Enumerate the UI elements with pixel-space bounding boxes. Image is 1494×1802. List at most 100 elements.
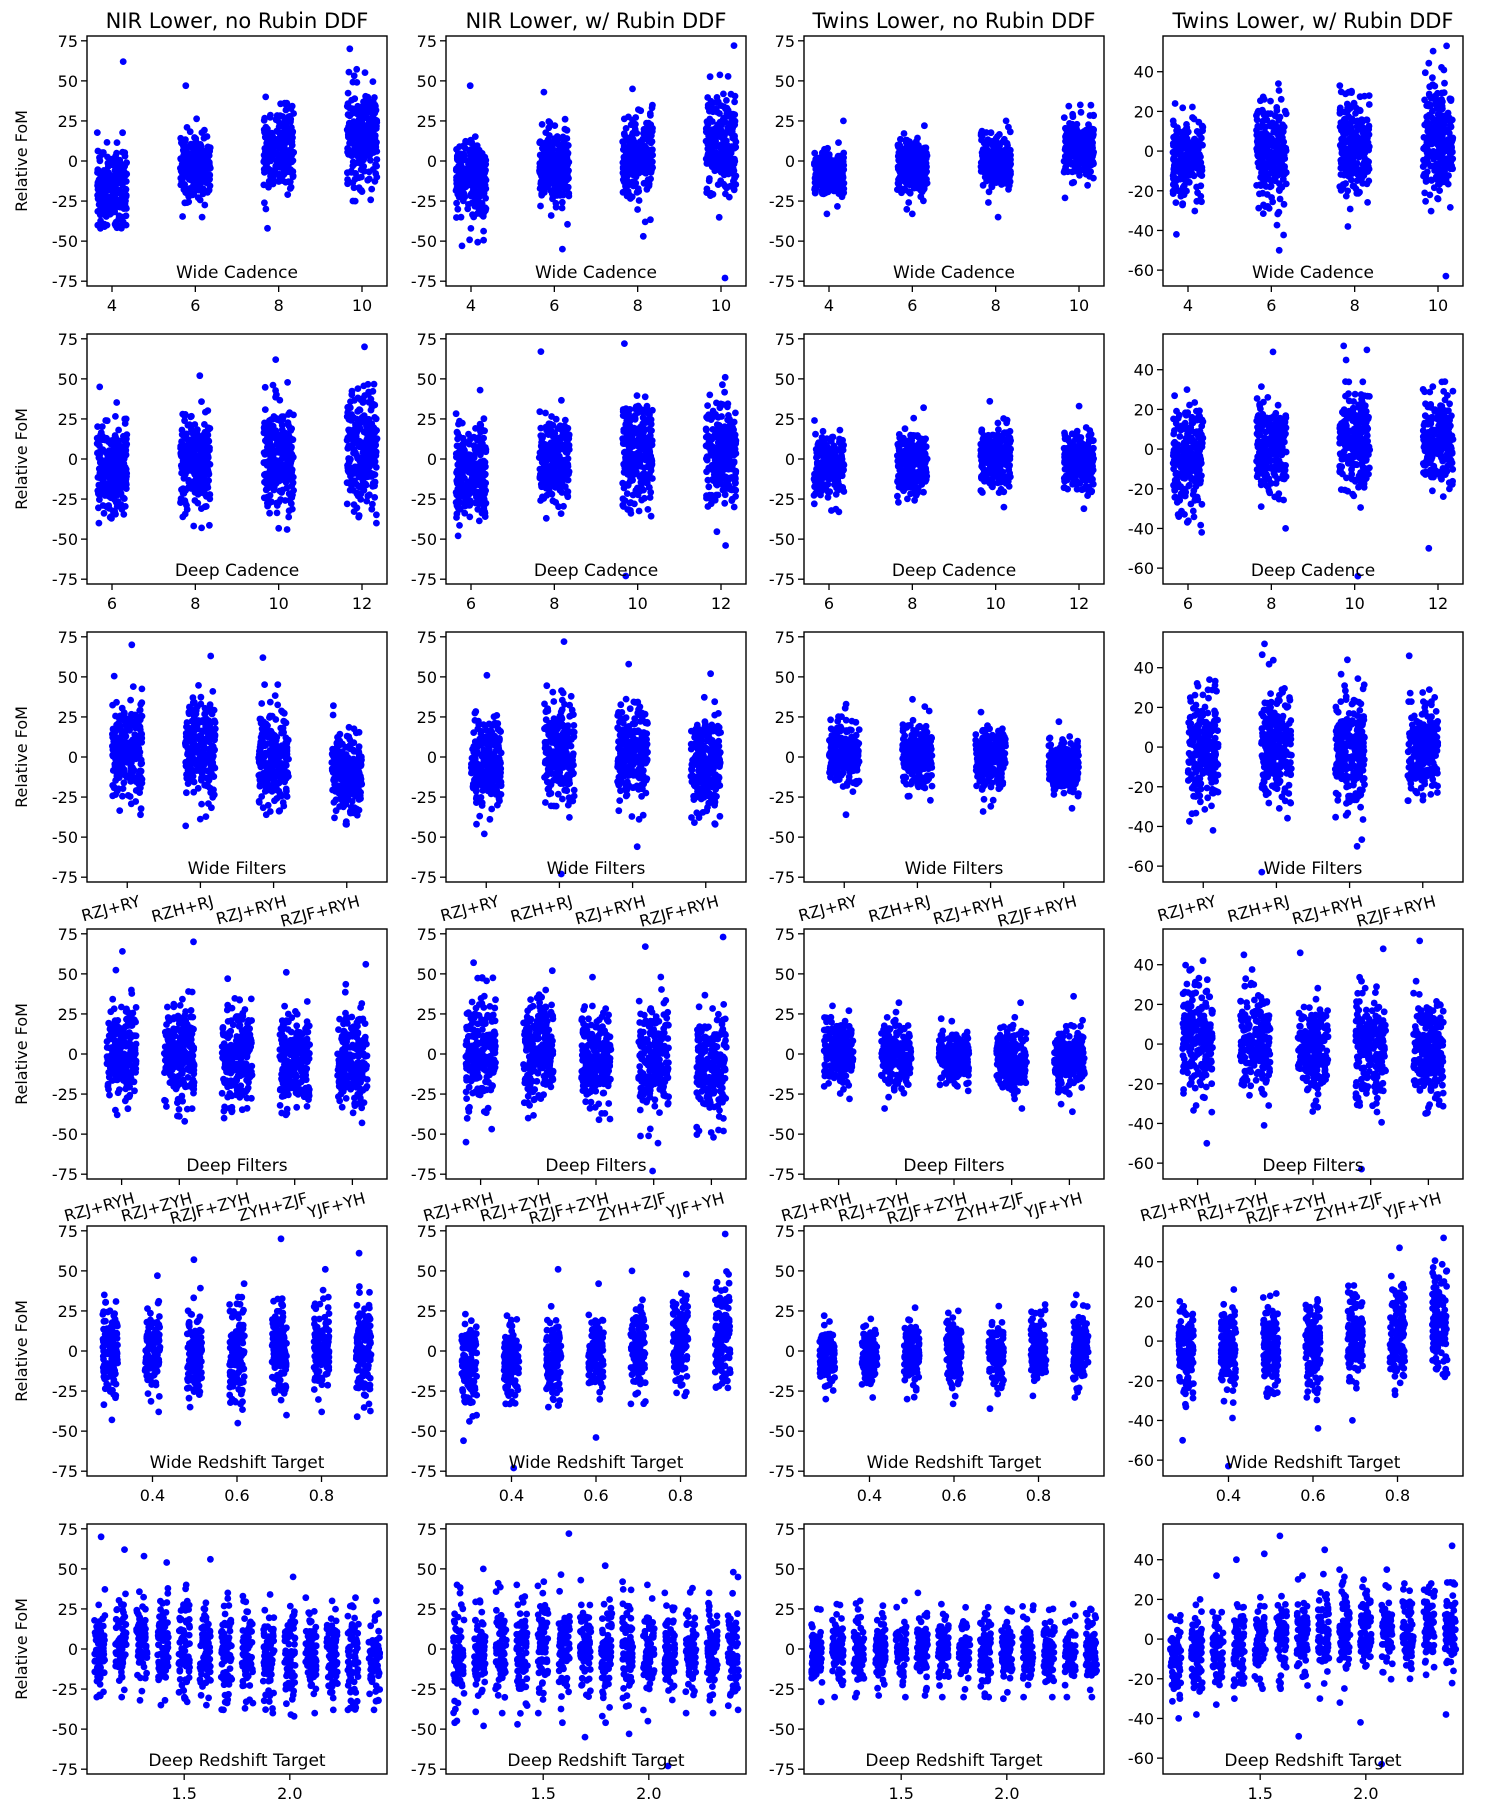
data-point [370, 480, 377, 487]
data-point [1260, 177, 1267, 184]
data-point [639, 148, 646, 155]
data-point [95, 179, 102, 186]
data-point [1432, 100, 1439, 107]
y-tick-label: 75 [58, 32, 78, 51]
data-point [362, 69, 369, 76]
scatter-points [1170, 43, 1457, 280]
data-point [904, 171, 911, 178]
y-tick-label: -75 [52, 272, 78, 291]
data-point [456, 191, 463, 198]
data-point [1361, 150, 1368, 157]
y-tick-label: 25 [417, 112, 437, 131]
data-point [205, 174, 212, 181]
data-point [1173, 199, 1180, 206]
data-point [287, 146, 294, 153]
data-point [1438, 64, 1445, 71]
data-point [649, 146, 656, 153]
data-point [261, 117, 268, 124]
data-point [198, 525, 205, 532]
data-point [564, 135, 571, 142]
data-point [285, 113, 292, 120]
data-point [107, 514, 114, 521]
data-point [111, 204, 118, 211]
data-point [277, 496, 284, 503]
data-point [541, 185, 548, 192]
data-point [123, 441, 130, 448]
data-point [475, 180, 482, 187]
data-point [272, 136, 279, 143]
y-tick-label: 0 [68, 152, 78, 171]
data-point [557, 149, 564, 156]
data-point [1175, 129, 1182, 136]
data-point [477, 174, 484, 181]
data-point [1090, 112, 1097, 119]
y-tick-label: -25 [52, 490, 78, 509]
data-point [998, 181, 1005, 188]
data-point [99, 436, 106, 443]
data-point [356, 463, 363, 470]
data-point [282, 127, 289, 134]
data-point [205, 484, 212, 491]
data-point [369, 144, 376, 151]
data-point [269, 154, 276, 161]
data-point [455, 174, 462, 181]
data-point [647, 176, 654, 183]
data-point [354, 408, 361, 415]
y-tick-label: 50 [775, 72, 795, 91]
data-point [917, 193, 924, 200]
data-point [373, 520, 380, 527]
data-point [201, 202, 208, 209]
data-point [194, 457, 201, 464]
data-point [1283, 110, 1290, 117]
data-point [279, 426, 286, 433]
data-point [1181, 188, 1188, 195]
data-point [1268, 178, 1275, 185]
data-point [986, 160, 993, 167]
data-point [1361, 159, 1368, 166]
data-point [1282, 147, 1289, 154]
data-point [633, 174, 640, 181]
x-tick-label: 8 [190, 594, 200, 613]
y-tick-label: 25 [58, 410, 78, 429]
y-tick-label: -25 [52, 192, 78, 211]
data-point [549, 176, 556, 183]
data-point [94, 129, 101, 136]
data-point [275, 178, 282, 185]
data-point [1447, 95, 1454, 102]
data-point [181, 468, 188, 475]
data-point [353, 66, 360, 73]
panel-label: Wide Cadence [535, 263, 657, 283]
x-tick-label: 10 [711, 296, 731, 315]
data-point [262, 406, 269, 413]
data-point [348, 97, 355, 104]
data-point [1282, 168, 1289, 175]
data-point [120, 58, 127, 65]
data-point [897, 168, 904, 175]
data-point [565, 190, 572, 197]
data-point [268, 416, 275, 423]
data-point [1356, 189, 1363, 196]
data-point [1082, 162, 1089, 169]
x-tick-label: 4 [466, 296, 476, 315]
data-point [190, 430, 197, 437]
data-point [1003, 118, 1010, 125]
data-point [647, 168, 654, 175]
data-point [1350, 102, 1357, 109]
x-tick-label: 6 [107, 594, 117, 613]
data-point [263, 206, 270, 213]
y-tick-label: -75 [411, 272, 437, 291]
data-point [469, 152, 476, 159]
data-point [460, 151, 467, 158]
data-point [630, 150, 637, 157]
axes-frame [87, 36, 387, 286]
data-point [187, 128, 194, 135]
data-point [1341, 131, 1348, 138]
x-tick-label: 4 [1183, 296, 1193, 315]
data-point [264, 500, 271, 507]
y-tick-label: 25 [775, 112, 795, 131]
y-tick-label: 50 [417, 72, 437, 91]
data-point [1006, 169, 1013, 176]
data-point [120, 494, 127, 501]
data-point [119, 129, 126, 136]
data-point [199, 214, 206, 221]
